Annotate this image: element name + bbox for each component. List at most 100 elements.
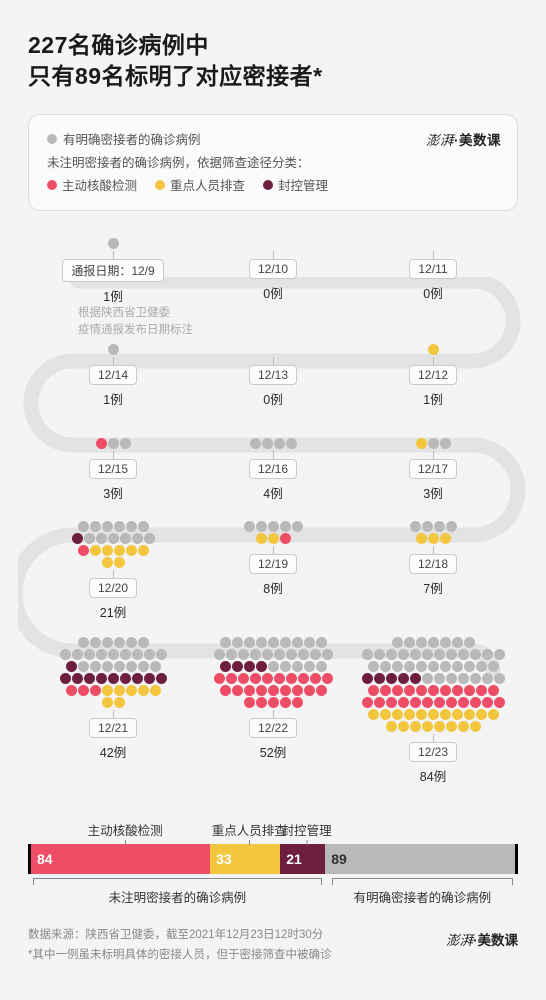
case-dot (488, 709, 499, 720)
case-dot (268, 533, 279, 544)
case-dot (84, 673, 95, 684)
case-dot (102, 697, 113, 708)
date-note-line1: 根据陕西省卫健委 (78, 305, 193, 322)
legend-item: 重点人员排查 (155, 175, 245, 194)
case-dot (458, 649, 469, 660)
case-dot (126, 637, 137, 648)
case-dot (120, 438, 131, 449)
case-dot (410, 649, 421, 660)
bar-top-label: 主动核酸检测 (88, 820, 163, 839)
case-dot (410, 697, 421, 708)
case-dot (256, 637, 267, 648)
case-count: 7例 (423, 578, 442, 597)
case-dot (362, 649, 373, 660)
case-dot (274, 673, 285, 684)
case-dot (144, 533, 155, 544)
bracket-left-text: 未注明密接者的确诊病例 (109, 887, 247, 906)
footer: 数据来源：陕西省卫健委，截至2021年12月23日12时30分 *其中一例虽未标… (28, 926, 518, 965)
bracket-row: 未注明密接者的确诊病例 有明确密接者的确诊病例 (28, 878, 518, 904)
case-dot (84, 649, 95, 660)
case-dot (316, 661, 327, 672)
case-dot (392, 685, 403, 696)
case-dot (470, 673, 481, 684)
dot-cluster (428, 343, 439, 355)
case-dot (60, 649, 71, 660)
case-dot (434, 697, 445, 708)
timeline-cell: 12/2252例 (198, 637, 348, 785)
case-dot (374, 673, 385, 684)
case-dot (102, 685, 113, 696)
connector-stem (113, 710, 114, 718)
case-dot (434, 673, 445, 684)
case-dot (280, 533, 291, 544)
case-dot (268, 637, 279, 648)
case-dot (310, 673, 321, 684)
footer-line1: 数据来源：陕西省卫健委，截至2021年12月23日12时30分 (28, 926, 518, 946)
case-dot (440, 533, 451, 544)
case-dot (226, 673, 237, 684)
timeline-cell: 12/2384例 (358, 637, 508, 785)
connector-stem (113, 251, 114, 259)
case-dot (90, 661, 101, 672)
case-dot (250, 673, 261, 684)
case-dot (458, 673, 469, 684)
case-dot (488, 685, 499, 696)
case-dot (78, 545, 89, 556)
case-dot (90, 637, 101, 648)
stacked-bar: 84332189 (28, 844, 518, 874)
case-count: 3例 (103, 483, 122, 502)
case-dot (386, 697, 397, 708)
case-dot (428, 637, 439, 648)
case-dot (114, 697, 125, 708)
case-dot (458, 721, 469, 732)
case-dot (410, 721, 421, 732)
timeline-cell: 12/121例 (358, 343, 508, 408)
case-dot (304, 685, 315, 696)
case-dot (220, 637, 231, 648)
case-dot (322, 649, 333, 660)
case-dot (298, 649, 309, 660)
case-dot (422, 673, 433, 684)
case-dot (126, 545, 137, 556)
case-dot (440, 637, 451, 648)
case-dot (452, 685, 463, 696)
case-dot (476, 685, 487, 696)
legend-item-label: 重点人员排查 (170, 175, 245, 194)
case-dot (398, 721, 409, 732)
case-dot (114, 637, 125, 648)
case-dot (386, 649, 397, 660)
connector-stem (113, 570, 114, 578)
dot-cluster (362, 637, 505, 732)
legend-dot (47, 180, 57, 190)
case-dot (476, 661, 487, 672)
bracket-right: 有明确密接者的确诊病例 (332, 878, 513, 885)
case-dot (244, 637, 255, 648)
connector-stem (273, 710, 274, 718)
case-dot (362, 697, 373, 708)
case-dot (268, 697, 279, 708)
case-dot (268, 661, 279, 672)
case-dot (398, 649, 409, 660)
case-dot (446, 721, 457, 732)
case-dot (256, 697, 267, 708)
timeline-row: 12/2021例12/198例12/187例 (28, 521, 518, 621)
case-dot (416, 661, 427, 672)
case-dot (398, 697, 409, 708)
legend-item-label: 封控管理 (278, 175, 328, 194)
case-dot (244, 661, 255, 672)
case-dot (132, 533, 143, 544)
case-dot (256, 533, 267, 544)
case-dot (238, 649, 249, 660)
case-dot (392, 637, 403, 648)
case-dot (78, 685, 89, 696)
case-dot (428, 533, 439, 544)
case-dot (280, 521, 291, 532)
timeline-row: 通报日期：12/91例12/100例12/110例 (28, 237, 518, 305)
case-dot (386, 673, 397, 684)
dot-cluster (214, 637, 333, 708)
case-dot (470, 721, 481, 732)
case-dot (156, 673, 167, 684)
case-dot (440, 438, 451, 449)
case-dot (368, 709, 379, 720)
case-dot (102, 521, 113, 532)
